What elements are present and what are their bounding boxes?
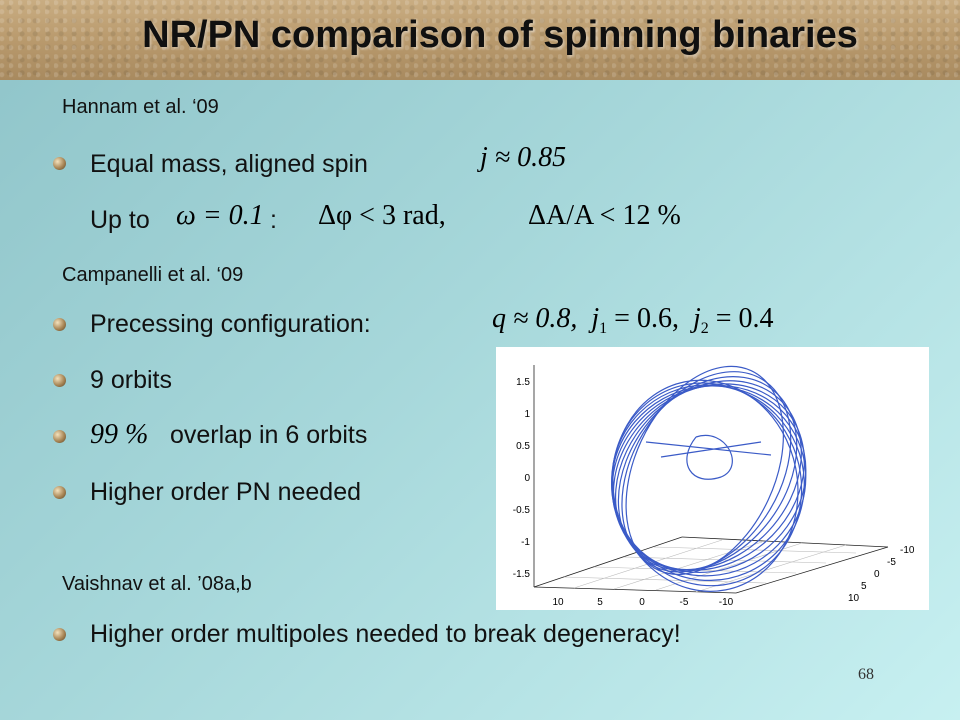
bullet-icon	[53, 318, 66, 331]
bullet-icon	[53, 430, 66, 443]
orbit-curve	[617, 376, 798, 571]
math-params: q ≈ 0.8, j1 = 0.6, j2 = 0.4	[492, 303, 774, 337]
x-tick-label: -10	[719, 597, 734, 608]
orbit-curve	[621, 371, 792, 573]
x-tick-labels: 10 5 0 -5 -10	[552, 597, 733, 608]
z-tick-label: -1	[521, 537, 530, 548]
y-tick-label: 10	[848, 593, 860, 604]
item-higher-pn: Higher order PN needed	[90, 478, 361, 506]
orbit-curve	[612, 379, 799, 592]
z-tick-label: 1	[524, 409, 530, 420]
ref-hannam: Hannam et al. ‘09	[62, 96, 219, 118]
bullet-icon	[53, 374, 66, 387]
x-tick-label: 5	[597, 597, 603, 608]
plot-axes	[533, 365, 889, 594]
y-tick-label: 5	[861, 581, 867, 592]
orbit-plot: 1.5 1 0.5 0 -0.5 -1 -1.5 10 5 0 -5 -10 -10 -5 0 5 10	[496, 347, 929, 610]
orbit-curve	[625, 365, 784, 575]
x-tick-label: 0	[639, 597, 645, 608]
item-multipoles: Higher order multipoles needed to break …	[90, 620, 681, 648]
x-tick-label: -5	[680, 597, 689, 608]
bullet-icon	[53, 628, 66, 641]
x-tick-label: 10	[552, 597, 564, 608]
z-tick-label: 1.5	[516, 377, 530, 388]
math-dphi: Δφ < 3 rad,	[318, 200, 446, 231]
bullet-icon	[53, 486, 66, 499]
bullet-icon	[53, 157, 66, 170]
y-tick-label: 0	[874, 569, 880, 580]
orbit-curve	[612, 383, 805, 571]
y-tick-label: -10	[900, 545, 915, 556]
orbit-curve	[614, 380, 802, 571]
item-up-to: Up to	[90, 206, 150, 234]
z-tick-label: 0.5	[516, 441, 530, 452]
math-damp: ΔA/A < 12 %	[528, 200, 681, 231]
slide-title: NR/PN comparison of spinning binaries	[142, 14, 858, 56]
ref-vaishnav: Vaishnav et al. ’08a,b	[62, 573, 252, 595]
orbit-curves	[611, 365, 807, 592]
colon: :	[270, 206, 277, 234]
page-number: 68	[858, 666, 874, 683]
item-precessing: Precessing configuration:	[90, 310, 371, 338]
orbit-inner-curve	[645, 434, 772, 480]
math-omega: ω = 0.1	[176, 200, 264, 231]
z-tick-label: 0	[524, 473, 530, 484]
item-equal-mass: Equal mass, aligned spin	[90, 150, 368, 178]
y-tick-label: -5	[887, 557, 896, 568]
ref-campanelli: Campanelli et al. ‘09	[62, 264, 244, 286]
item-overlap: overlap in 6 orbits	[170, 421, 368, 449]
z-tick-label: -1.5	[513, 569, 531, 580]
item-orbits: 9 orbits	[90, 366, 172, 394]
math-overlap: 99 %	[90, 419, 149, 450]
z-tick-labels: 1.5 1 0.5 0 -0.5 -1 -1.5	[513, 377, 531, 580]
math-spin: j ≈ 0.85	[480, 142, 567, 173]
z-tick-label: -0.5	[513, 505, 531, 516]
title-banner	[0, 0, 960, 80]
